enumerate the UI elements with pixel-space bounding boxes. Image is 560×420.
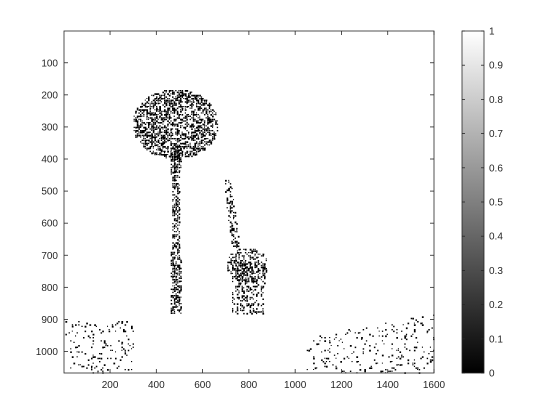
x-tick-label: 800: [241, 380, 258, 391]
colorbar-tick-label: 0.1: [489, 334, 503, 345]
y-tick-label: 600: [41, 219, 58, 230]
x-tick-label: 1400: [377, 380, 400, 391]
image-axes: 200 400 600 800 1000 1200 1400 1600 100 200 300 40…: [36, 31, 446, 391]
y-tick-label: 400: [41, 155, 58, 166]
colorbar-tick-label: 0.5: [489, 198, 503, 209]
y-tick-label: 700: [41, 251, 58, 262]
colorbar-tick-label: 0.8: [489, 95, 503, 106]
colorbar-gradient: [462, 31, 484, 373]
x-tick-label: 1200: [330, 380, 353, 391]
colorbar-tick-label: 0.6: [489, 163, 503, 174]
colorbar-tick-label: 0.9: [489, 61, 503, 72]
y-tick-label: 500: [41, 187, 58, 198]
y-tick-label: 900: [41, 315, 58, 326]
colorbar-tick-label: 0.4: [489, 232, 503, 243]
y-tick-label: 300: [41, 122, 58, 133]
colorbar-tick-label: 0.2: [489, 300, 503, 311]
y-tick-label: 1000: [36, 347, 59, 358]
x-tick-label: 1600: [423, 380, 446, 391]
colorbar-tick-label: 0: [489, 369, 495, 380]
x-tick-label: 1000: [284, 380, 307, 391]
colorbar-tick-label: 0.3: [489, 266, 503, 277]
x-tick-label: 400: [148, 380, 165, 391]
x-tick-label: 600: [194, 380, 211, 391]
colorbar-tick-label: 0.7: [489, 129, 503, 140]
colorbar-tick-label: 1: [489, 27, 495, 38]
y-tick-label: 200: [41, 90, 58, 101]
x-tick-label: 200: [102, 380, 119, 391]
y-tick-label: 800: [41, 283, 58, 294]
y-tick-label: 100: [41, 58, 58, 69]
